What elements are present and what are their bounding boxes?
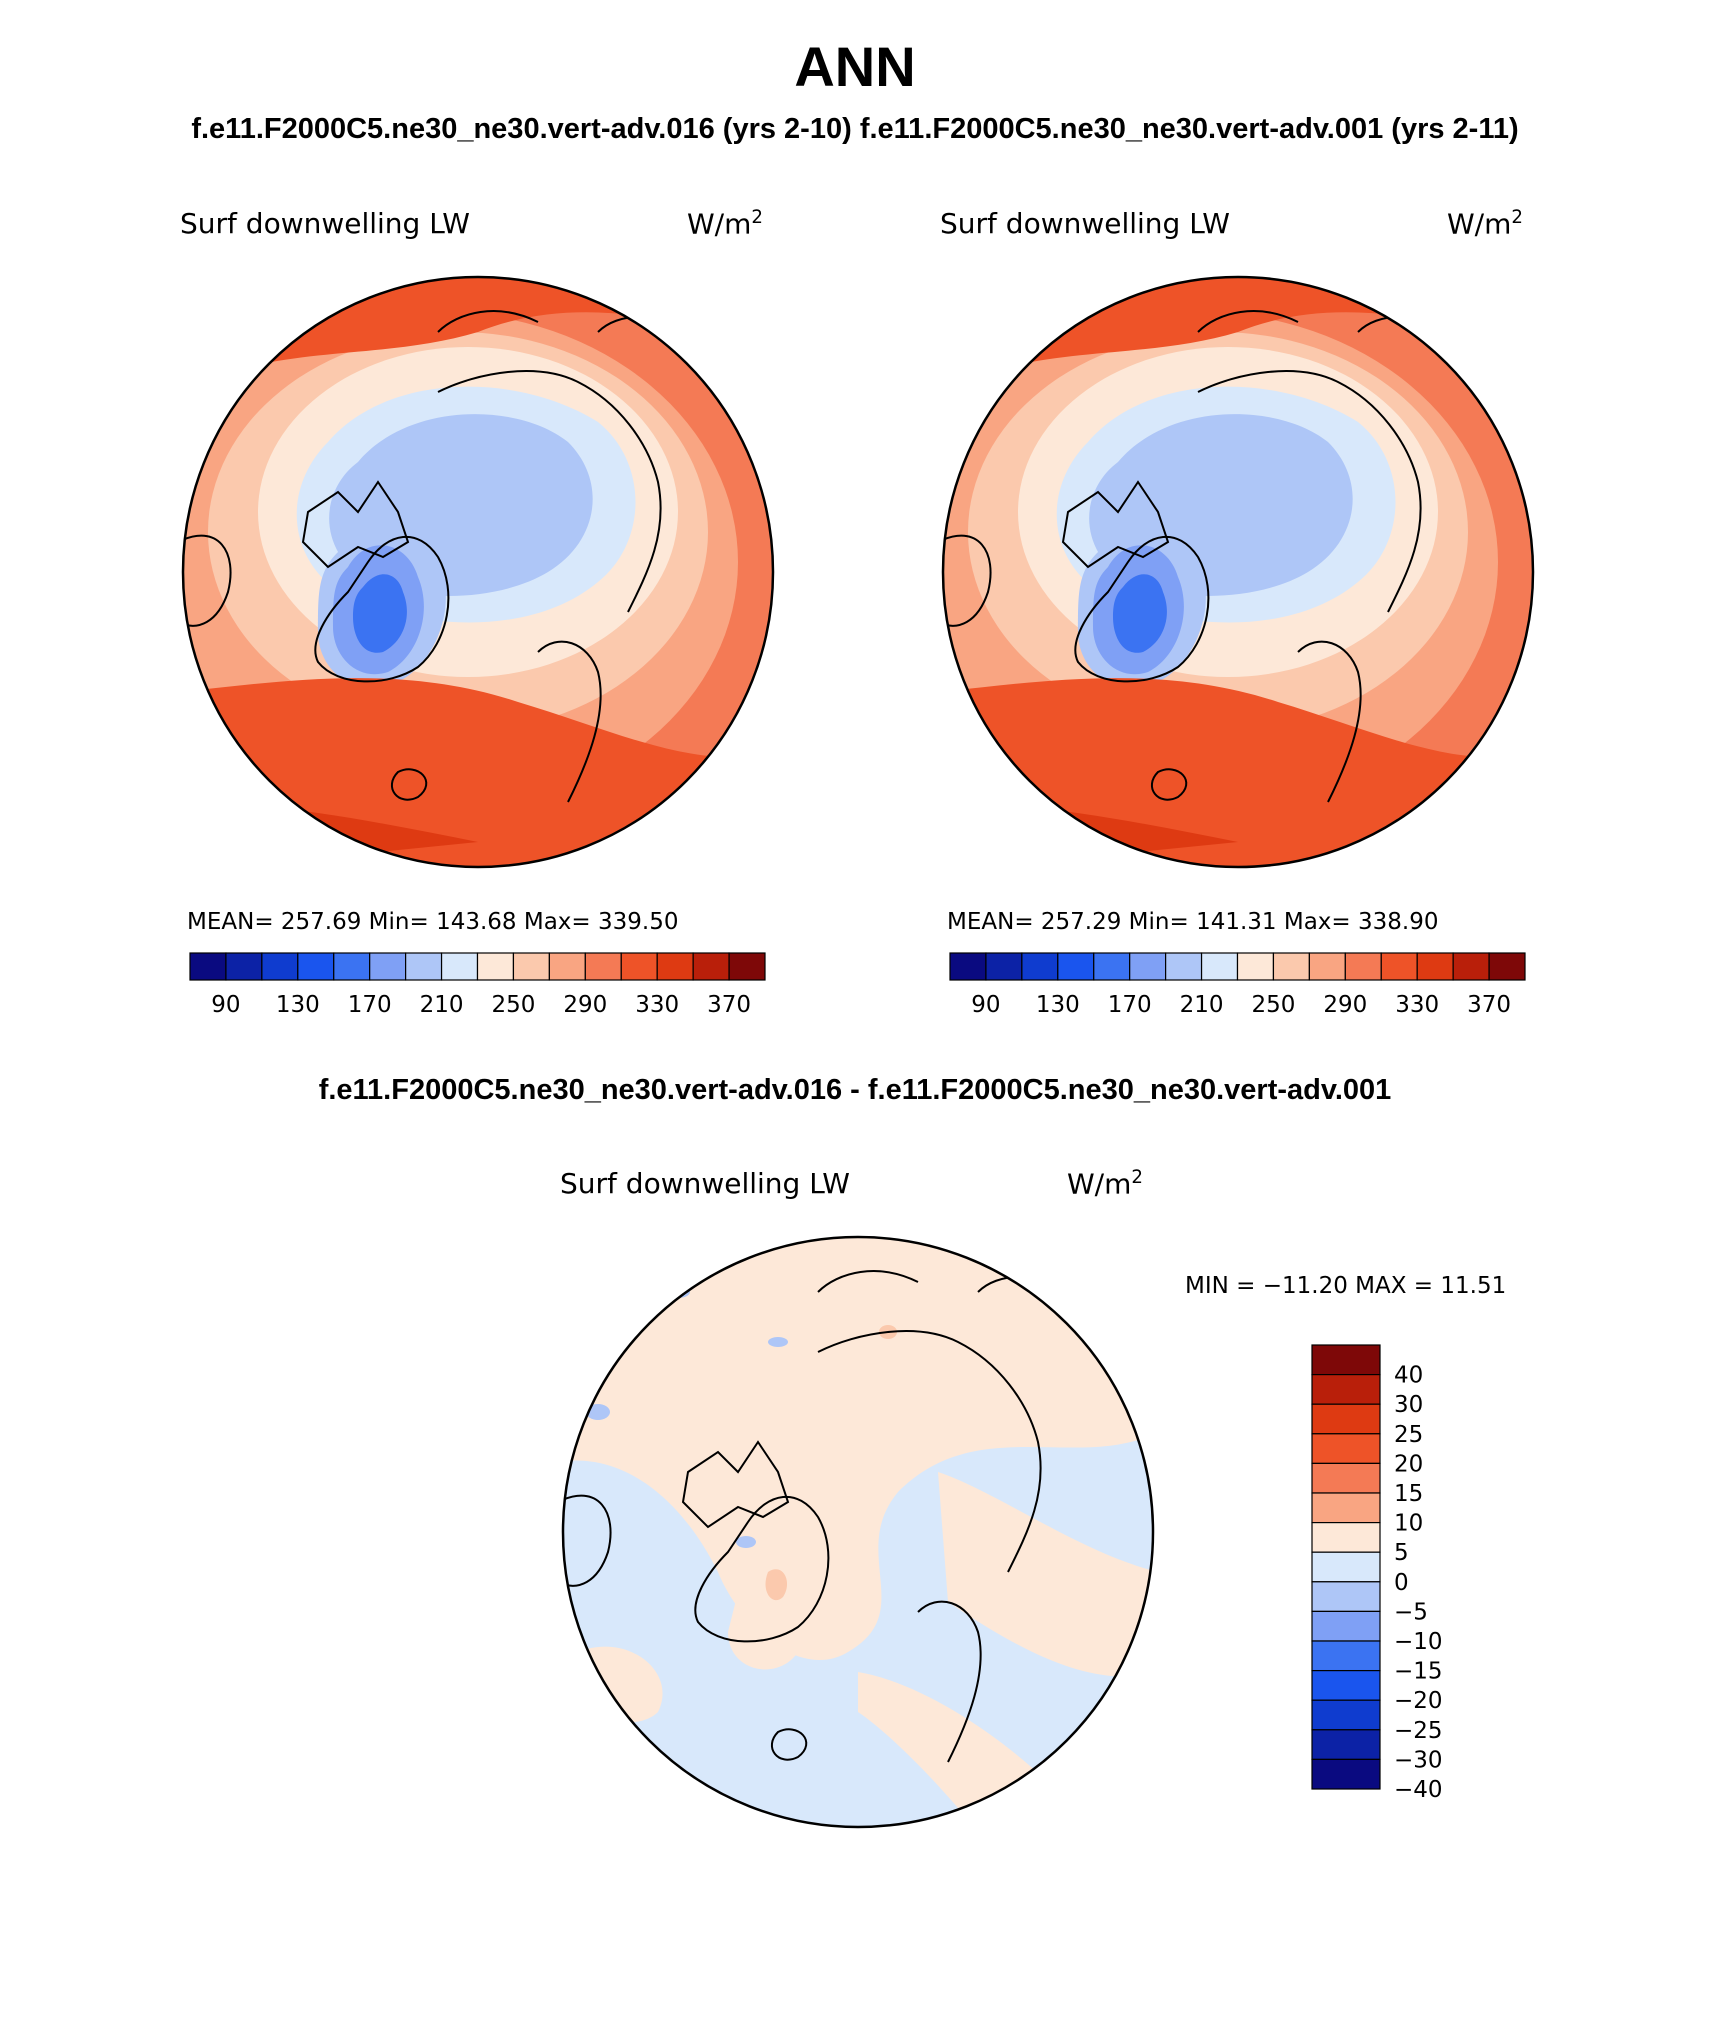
colorbar-swatch: [297, 952, 335, 981]
right-colorbar: 90 130 170 210 250 290 330 370: [949, 952, 1526, 1018]
colorbar-swatch: [1021, 952, 1059, 981]
colorbar-swatch: [1093, 952, 1131, 981]
runs-subtitle: f.e11.F2000C5.ne30_ne30.vert-adv.016 (yr…: [191, 113, 1519, 145]
colorbar-swatch: [261, 952, 299, 981]
colorbar-tick-label: 5: [1394, 1540, 1409, 1566]
main-title: ANN: [794, 35, 916, 98]
left-stats: MEAN= 257.69 Min= 143.68 Max= 339.50: [187, 909, 679, 935]
colorbar-swatch: [1311, 1758, 1381, 1790]
diff-units-label: W/m2: [1067, 1167, 1143, 1201]
colorbar-tick-label: 90: [211, 992, 240, 1018]
colorbar-swatch: [440, 952, 479, 981]
colorbar-swatch: [1311, 1462, 1381, 1494]
colorbar-swatch: [1311, 1433, 1381, 1465]
colorbar-tick-label: 0: [1394, 1570, 1409, 1596]
colorbar-swatch: [1311, 1729, 1381, 1761]
left-units-label: W/m2: [687, 207, 763, 241]
colorbar-swatch: [1236, 952, 1275, 981]
colorbar-swatch: [225, 952, 263, 981]
colorbar-tick-label: −30: [1394, 1747, 1443, 1773]
colorbar-swatch: [1488, 952, 1526, 981]
colorbar-swatch: [1308, 952, 1346, 981]
colorbar-tick-label: 330: [1395, 992, 1439, 1018]
diff-minmax: MIN = −11.20 MAX = 11.51: [1185, 1273, 1507, 1299]
colorbar-tick-label: 330: [635, 992, 679, 1018]
colorbar-tick-label: 90: [971, 992, 1000, 1018]
colorbar-swatch: [985, 952, 1023, 981]
colorbar-swatch: [476, 952, 515, 981]
colorbar-tick-label: −15: [1394, 1659, 1443, 1685]
colorbar-swatch: [1380, 952, 1418, 981]
colorbar-tick-label: −10: [1394, 1629, 1443, 1655]
colorbar-swatch: [1200, 952, 1239, 981]
colorbar-swatch: [1311, 1492, 1381, 1524]
colorbar-swatch: [656, 952, 694, 981]
colorbar-swatch: [1129, 952, 1167, 981]
right-stats: MEAN= 257.29 Min= 141.31 Max= 338.90: [947, 909, 1439, 935]
colorbar-tick-label: 170: [1108, 992, 1152, 1018]
colorbar-tick-label: −25: [1394, 1718, 1443, 1744]
colorbar-tick-label: 10: [1394, 1511, 1423, 1537]
colorbar-swatch: [1311, 1581, 1381, 1613]
colorbar-tick-label: 250: [491, 992, 535, 1018]
colorbar-swatch: [548, 952, 586, 981]
colorbar-swatch: [1272, 952, 1310, 981]
left-polar-map: [181, 275, 775, 869]
colorbar-swatch: [692, 952, 730, 981]
colorbar-tick-label: −5: [1394, 1599, 1428, 1625]
right-units-label: W/m2: [1447, 207, 1523, 241]
colorbar-tick-label: −40: [1394, 1777, 1443, 1803]
colorbar-tick-label: 30: [1394, 1392, 1423, 1418]
colorbar-tick-label: 210: [420, 992, 464, 1018]
colorbar-swatch: [1311, 1551, 1381, 1583]
colorbar-swatch: [1311, 1669, 1381, 1701]
colorbar-swatch: [333, 952, 371, 981]
left-colorbar: 90 130 170 210 250 290 330 370: [189, 952, 766, 1018]
colorbar-tick-label: 290: [563, 992, 607, 1018]
colorbar-swatch: [728, 952, 766, 981]
colorbar-tick-label: 370: [707, 992, 751, 1018]
left-variable-label: Surf downwelling LW: [180, 207, 470, 240]
colorbar-swatch: [1416, 952, 1454, 981]
colorbar-swatch: [1057, 952, 1095, 981]
diff-colorbar: 40 30 25 20 15 10 5 0 −5 −10 −15 −20 −25 −30 −40: [1311, 1344, 1443, 1803]
colorbar-swatch: [620, 952, 658, 981]
colorbar-swatch: [1311, 1610, 1381, 1642]
colorbar-swatch: [1311, 1640, 1381, 1672]
diff-subtitle: f.e11.F2000C5.ne30_ne30.vert-adv.016 - f…: [318, 1074, 1392, 1106]
colorbar-tick-label: 370: [1467, 992, 1511, 1018]
colorbar-tick-label: 130: [276, 992, 320, 1018]
colorbar-swatch: [1311, 1373, 1381, 1405]
diff-polar-map: [561, 1235, 1155, 1829]
colorbar-tick-label: 210: [1180, 992, 1224, 1018]
colorbar-tick-label: 290: [1323, 992, 1367, 1018]
colorbar-swatch: [1311, 1403, 1381, 1435]
colorbar-swatch: [512, 952, 550, 981]
colorbar-swatch: [1311, 1699, 1381, 1731]
colorbar-tick-label: −20: [1394, 1688, 1443, 1714]
colorbar-swatch: [189, 952, 227, 981]
colorbar-swatch: [1344, 952, 1382, 981]
colorbar-swatch: [1452, 952, 1490, 981]
colorbar-swatch: [949, 952, 987, 981]
colorbar-tick-label: 25: [1394, 1422, 1423, 1448]
colorbar-swatch: [405, 952, 443, 981]
colorbar-swatch: [1165, 952, 1203, 981]
colorbar-swatch: [584, 952, 622, 981]
right-polar-map: [941, 275, 1535, 869]
colorbar-swatch: [1311, 1521, 1381, 1553]
colorbar-tick-label: 130: [1036, 992, 1080, 1018]
colorbar-swatch: [369, 952, 407, 981]
right-variable-label: Surf downwelling LW: [940, 207, 1230, 240]
diff-variable-label: Surf downwelling LW: [560, 1167, 850, 1200]
colorbar-swatch: [1311, 1344, 1381, 1376]
colorbar-tick-label: 15: [1394, 1481, 1423, 1507]
colorbar-tick-label: 170: [348, 992, 392, 1018]
colorbar-tick-label: 40: [1394, 1363, 1423, 1389]
colorbar-tick-label: 20: [1394, 1451, 1423, 1477]
colorbar-tick-label: 250: [1251, 992, 1295, 1018]
